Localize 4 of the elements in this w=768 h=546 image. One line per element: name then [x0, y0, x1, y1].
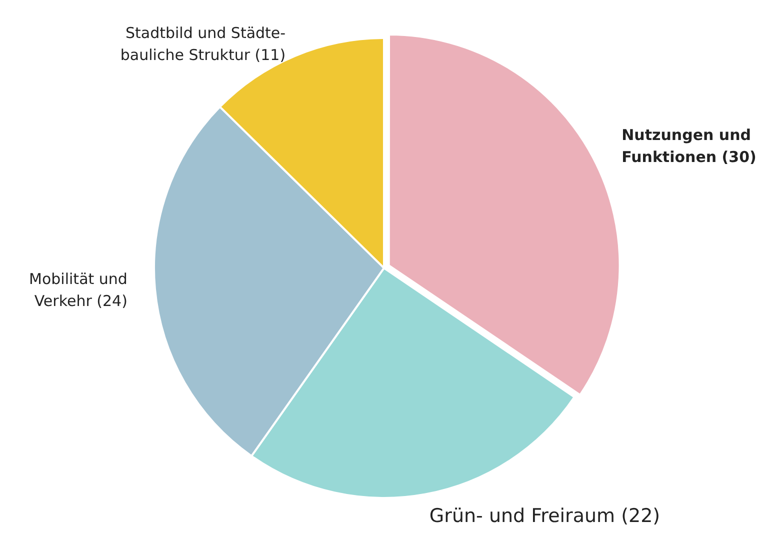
- slice-label: Grün- und Freiraum (22): [429, 504, 660, 527]
- slice-label: Mobilität und Verkehr (24): [29, 270, 128, 310]
- slice-label: Stadtbild und Städte- bauliche Struktur (11): [120, 24, 286, 64]
- slice-label: Nutzungen und Funktionen (30): [622, 126, 756, 166]
